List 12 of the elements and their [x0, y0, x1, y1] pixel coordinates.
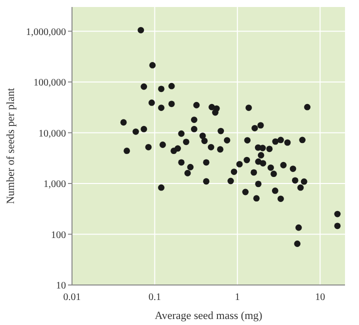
- x-axis-title: Average seed mass (mg): [154, 310, 263, 322]
- y-tick-label: 1,000: [44, 179, 66, 190]
- x-tick-label: 1: [234, 292, 240, 304]
- y-tick-label: 100,000: [34, 78, 66, 89]
- y-tick-label: 100: [51, 230, 66, 241]
- x-tick-label: 0.01: [63, 292, 81, 304]
- y-axis-title: Number of seeds per plant: [4, 88, 17, 204]
- x-tick-label: 10: [315, 292, 326, 304]
- y-tick-label: 1,000,000: [26, 26, 66, 38]
- y-tick-label: 10,000: [38, 128, 66, 140]
- x-tick-label: 0.1: [148, 292, 161, 304]
- y-tick-label: 10: [56, 280, 66, 292]
